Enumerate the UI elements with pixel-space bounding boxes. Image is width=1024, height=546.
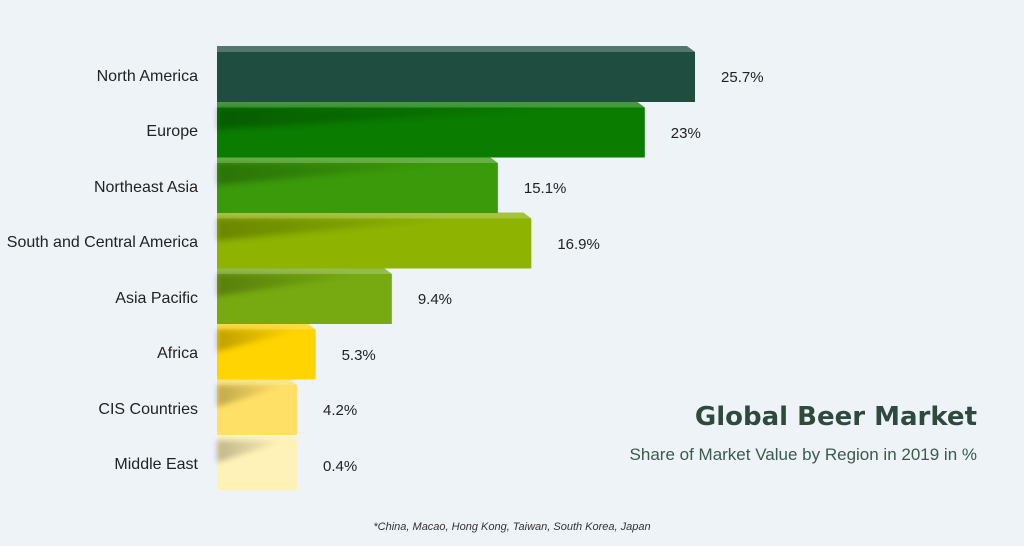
value-label: 5.3% <box>341 346 376 364</box>
value-label: 23% <box>670 124 701 142</box>
bar-shadow <box>217 440 285 463</box>
value-label: 4.2% <box>323 402 358 419</box>
bar-0 <box>217 46 696 102</box>
value-label: 25.7% <box>721 69 764 86</box>
bar-top-face <box>217 212 532 219</box>
bar-top-face <box>217 157 498 163</box>
bar-shadow <box>217 274 366 296</box>
bar-shadow <box>217 385 285 407</box>
chart-subtitle: Share of Market Value by Region in 2019 … <box>629 445 977 464</box>
category-label: Africa <box>157 345 198 362</box>
value-label: 9.4% <box>417 291 453 308</box>
value-label: 15.1% <box>523 180 567 197</box>
bar-shadow <box>217 218 456 241</box>
category-label: South and Central America <box>6 234 198 251</box>
category-label: Middle East <box>114 456 198 473</box>
chart-title: Global Beer Market <box>694 402 977 432</box>
bar-body <box>217 52 696 102</box>
chart-footnote: *China, Macao, Hong Kong, Taiwan, South … <box>373 521 651 533</box>
value-label: 0.4% <box>323 457 358 475</box>
category-label: CIS Countries <box>98 400 198 418</box>
bar-top-face <box>217 379 297 385</box>
bar-shadow <box>217 163 456 185</box>
bar-4 <box>217 268 392 324</box>
value-label: 16.9% <box>557 235 600 253</box>
category-label: Asia Pacific <box>115 289 198 307</box>
bar-top-face <box>217 268 392 274</box>
bar-2 <box>217 157 498 213</box>
category-label: Europe <box>146 123 198 140</box>
bar-top-face <box>217 323 316 330</box>
bar-top-face <box>217 434 297 441</box>
bar-1 <box>217 101 645 158</box>
bar-top-face <box>217 101 645 108</box>
bars-group <box>217 46 696 491</box>
bar-3 <box>217 212 532 269</box>
bar-shadow <box>217 329 301 352</box>
category-label: Northeast Asia <box>93 178 198 196</box>
bar-shadow <box>217 107 581 130</box>
category-label: North America <box>96 67 198 85</box>
bar-5 <box>217 323 316 380</box>
bar-top-face <box>217 46 696 52</box>
bar-7 <box>217 434 297 491</box>
bar-6 <box>217 379 297 435</box>
